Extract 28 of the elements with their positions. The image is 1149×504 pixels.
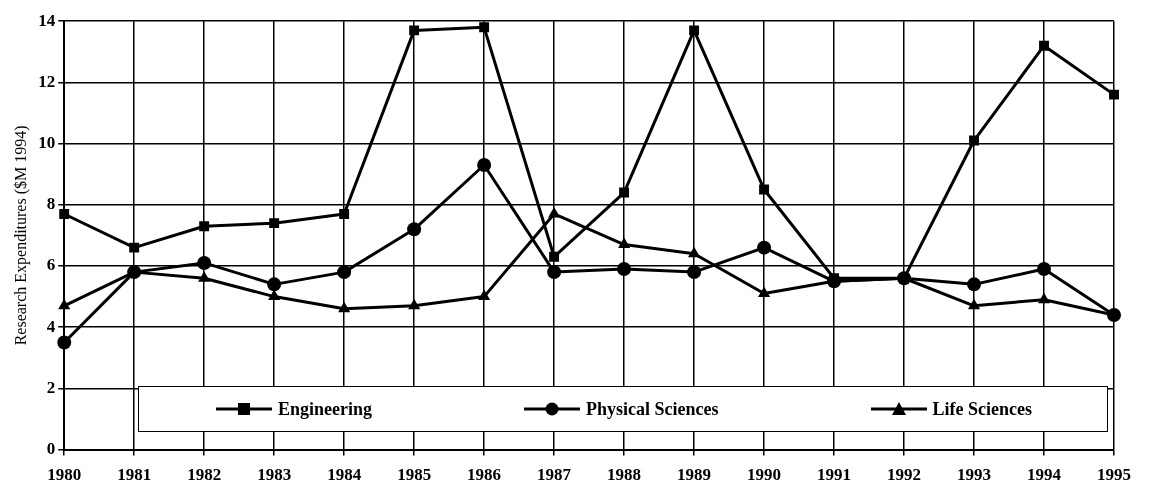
- x-tick-label: 1992: [887, 465, 922, 485]
- legend-label: Physical Sciences: [586, 398, 719, 420]
- y-tick-label: 4: [46, 316, 56, 336]
- y-tick-label: 6: [46, 255, 56, 275]
- x-tick-label: 1995: [1097, 465, 1131, 485]
- x-tick-label: 1990: [747, 465, 782, 485]
- y-tick-label: 8: [46, 194, 56, 214]
- legend-label: Engineering: [278, 398, 373, 420]
- y-axis-title: Research Expenditures ($M 1994): [11, 125, 30, 346]
- x-tick-label: 1986: [467, 465, 502, 485]
- x-tick-label: 1988: [607, 465, 642, 485]
- y-tick-label: 12: [38, 71, 56, 91]
- x-tick-label: 1983: [257, 465, 292, 485]
- y-tick-label: 2: [46, 377, 56, 397]
- x-tick-label: 1982: [187, 465, 222, 485]
- x-tick-label: 1981: [117, 465, 152, 485]
- x-tick-label: 1994: [1027, 465, 1062, 485]
- x-tick-label: 1985: [397, 465, 432, 485]
- y-tick-label: 14: [38, 10, 56, 30]
- x-tick-label: 1993: [957, 465, 992, 485]
- x-tick-label: 1980: [47, 465, 82, 485]
- x-tick-label: 1984: [327, 465, 362, 485]
- legend-label: Life Sciences: [932, 398, 1032, 420]
- y-tick-label: 0: [46, 438, 56, 458]
- x-tick-label: 1987: [537, 465, 572, 485]
- x-tick-label: 1989: [677, 465, 712, 485]
- y-tick-label: 10: [38, 132, 56, 152]
- x-tick-label: 1991: [817, 465, 852, 485]
